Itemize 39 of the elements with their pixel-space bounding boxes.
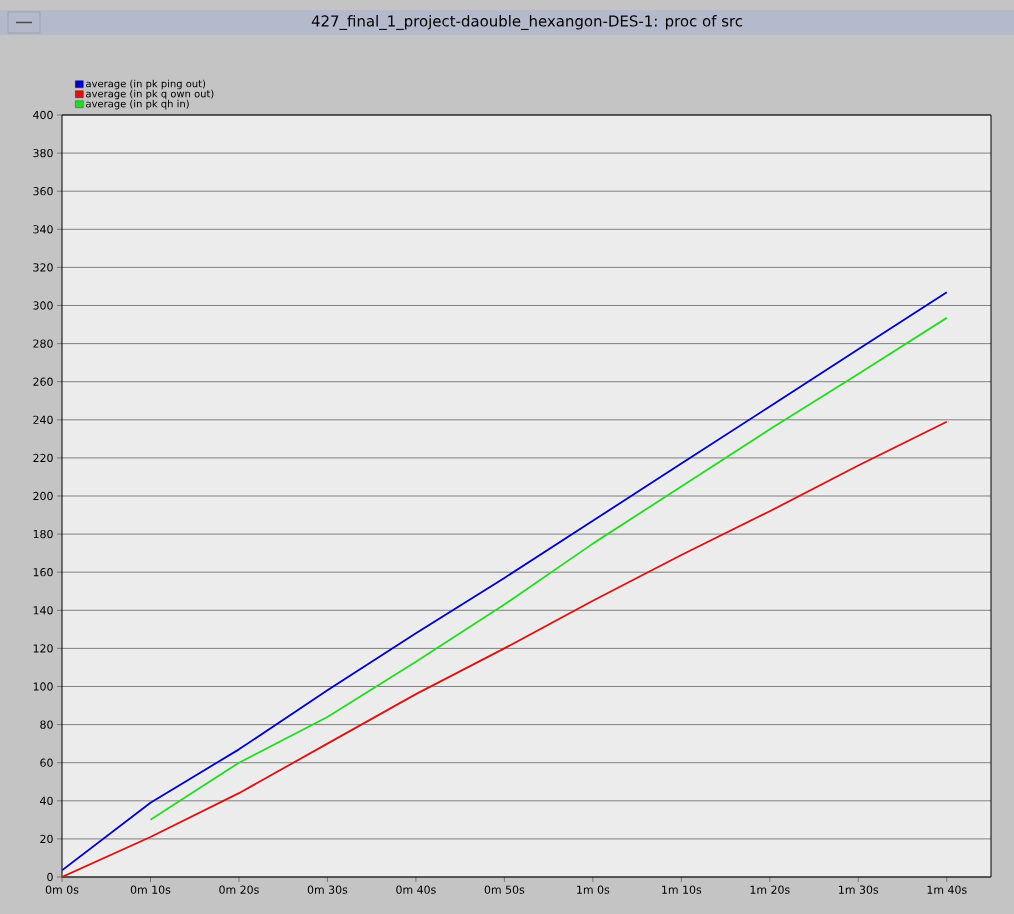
y-tick-label: 220 xyxy=(33,453,53,463)
x-tick-label: 0m 10s xyxy=(130,885,171,894)
y-tick-label: 160 xyxy=(33,568,53,577)
y-tick-label: 360 xyxy=(33,187,53,196)
chart-title: 427_final_1_project-daouble_hexangon-DES-1: proc of src xyxy=(311,15,743,30)
y-tick-label: 40 xyxy=(40,796,53,805)
y-tick-label: 280 xyxy=(33,339,53,348)
legend-label: average (in pk q own out) xyxy=(86,89,214,100)
legend-label: average (in pk qh in) xyxy=(86,99,189,110)
y-tick-label: 80 xyxy=(40,720,53,729)
y-tick-label: 100 xyxy=(33,682,53,691)
y-tick-label: 140 xyxy=(33,606,53,615)
y-tick-label: 300 xyxy=(33,301,53,310)
y-tick-label: 340 xyxy=(33,225,53,234)
x-tick-label: 1m 0s xyxy=(577,885,610,894)
x-tick-label: 1m 30s xyxy=(839,885,879,894)
x-tick-label: 0m 40s xyxy=(396,885,436,894)
y-tick-label: 380 xyxy=(33,148,53,158)
y-tick-label: 200 xyxy=(33,491,53,501)
x-tick-label: 0m 50s xyxy=(484,885,525,894)
y-tick-label: 180 xyxy=(33,529,53,539)
y-tick-label: 260 xyxy=(33,377,53,386)
y-tick-label: 400 xyxy=(33,110,53,120)
y-tick-label: 240 xyxy=(33,415,53,424)
x-tick-label: 0m 30s xyxy=(307,885,348,894)
line-series xyxy=(149,316,948,821)
y-tick-label: 320 xyxy=(33,263,53,272)
y-tick-label: 60 xyxy=(40,758,53,767)
y-tick-label: 120 xyxy=(33,644,53,653)
y-tick-label: 20 xyxy=(40,834,53,844)
y-tick-label: 0 xyxy=(47,872,53,882)
line-series xyxy=(62,420,948,877)
x-tick-label: 1m 20s xyxy=(750,885,790,894)
line-series xyxy=(62,291,948,872)
legend-label: average (in pk ping out) xyxy=(86,79,206,90)
x-tick-label: 1m 40s xyxy=(927,885,967,894)
x-tick-label: 1m 10s xyxy=(662,885,702,894)
x-tick-label: 0m 0s xyxy=(45,885,79,894)
x-tick-label: 0m 20s xyxy=(219,885,259,894)
